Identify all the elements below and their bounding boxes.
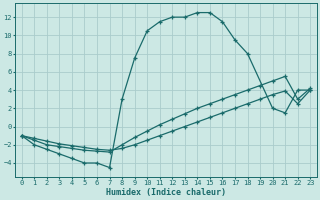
- X-axis label: Humidex (Indice chaleur): Humidex (Indice chaleur): [106, 188, 226, 197]
